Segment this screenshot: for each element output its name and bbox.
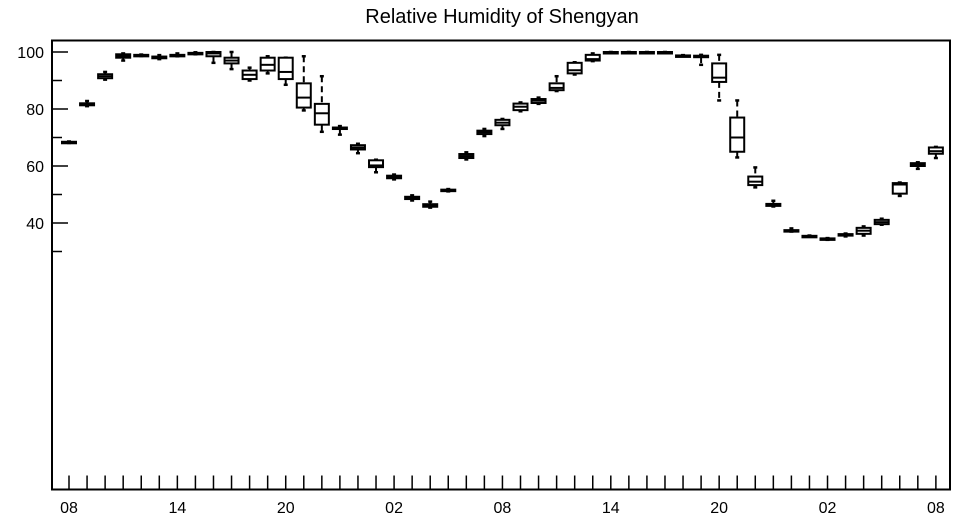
box-hour bbox=[422, 200, 439, 209]
box-hour bbox=[97, 70, 114, 81]
box bbox=[711, 62, 728, 83]
box-hour bbox=[638, 50, 655, 55]
box-hour bbox=[819, 236, 836, 242]
box-hour bbox=[277, 56, 294, 87]
box-hour bbox=[458, 151, 475, 161]
x-tick-label: 08 bbox=[927, 500, 945, 517]
x-axis: 08 14 20 02 08 14 20 02 08 bbox=[60, 475, 945, 517]
box-hour bbox=[313, 74, 330, 134]
box-hour bbox=[386, 173, 403, 181]
box-hour bbox=[747, 166, 764, 189]
box-hour bbox=[837, 232, 854, 238]
box-hour bbox=[349, 142, 366, 155]
box-hour bbox=[801, 234, 818, 239]
box bbox=[368, 159, 385, 169]
box-hour bbox=[205, 50, 222, 65]
box-hour bbox=[693, 53, 710, 67]
box-hour bbox=[566, 61, 583, 76]
box-hour bbox=[494, 117, 511, 131]
box bbox=[548, 82, 565, 92]
box-hour bbox=[512, 101, 529, 113]
box-hour bbox=[295, 55, 312, 112]
x-tick-label: 08 bbox=[60, 500, 78, 517]
box-hour bbox=[530, 96, 547, 106]
box-hour bbox=[873, 217, 890, 226]
box-hour bbox=[115, 52, 132, 62]
box-hour bbox=[151, 53, 168, 61]
box-hour bbox=[855, 225, 872, 237]
box-hour bbox=[891, 181, 908, 198]
box-hour bbox=[259, 55, 276, 75]
box bbox=[566, 61, 583, 75]
y-tick-label: 100 bbox=[17, 45, 44, 62]
box-hour bbox=[476, 127, 493, 138]
x-tick-label: 20 bbox=[710, 500, 728, 517]
x-tick-label: 20 bbox=[277, 500, 295, 517]
box-hour bbox=[729, 99, 746, 159]
plot-frame bbox=[51, 39, 951, 491]
box-hour bbox=[79, 99, 96, 108]
y-tick-label: 60 bbox=[26, 159, 44, 176]
box-hour bbox=[368, 158, 385, 174]
box-hour bbox=[548, 74, 565, 93]
x-tick-label: 08 bbox=[494, 500, 512, 517]
box-hour bbox=[675, 53, 692, 58]
box-hour bbox=[61, 140, 77, 145]
x-tick-label: 14 bbox=[168, 500, 186, 517]
x-tick-label: 02 bbox=[819, 500, 837, 517]
y-axis: 40 60 80 100 bbox=[17, 45, 68, 253]
box-hour bbox=[765, 199, 782, 208]
box-hour bbox=[440, 187, 457, 193]
box-hour bbox=[241, 66, 258, 82]
box-hour bbox=[711, 53, 728, 102]
box-hour bbox=[331, 124, 348, 136]
box-hour bbox=[584, 52, 601, 63]
box bbox=[277, 56, 294, 81]
box-hour bbox=[187, 51, 204, 56]
box-series bbox=[61, 50, 944, 242]
y-tick-label: 80 bbox=[26, 102, 44, 119]
box-hour bbox=[656, 50, 673, 55]
x-tick-label: 14 bbox=[602, 500, 620, 517]
box bbox=[295, 82, 312, 109]
box-hour bbox=[783, 227, 800, 233]
box-hour bbox=[927, 145, 944, 160]
box-hour bbox=[602, 50, 619, 55]
y-tick-label: 40 bbox=[26, 216, 44, 233]
box bbox=[584, 53, 601, 62]
chart-title: Relative Humidity of Shengyan bbox=[365, 6, 638, 28]
box bbox=[891, 182, 908, 195]
box-hour bbox=[404, 194, 421, 202]
box-hour bbox=[620, 50, 637, 55]
box bbox=[729, 116, 746, 153]
box-hour bbox=[133, 53, 150, 58]
box-hour bbox=[169, 52, 186, 58]
x-tick-label: 02 bbox=[385, 500, 403, 517]
box-hour bbox=[223, 50, 240, 71]
box-hour bbox=[909, 161, 926, 171]
